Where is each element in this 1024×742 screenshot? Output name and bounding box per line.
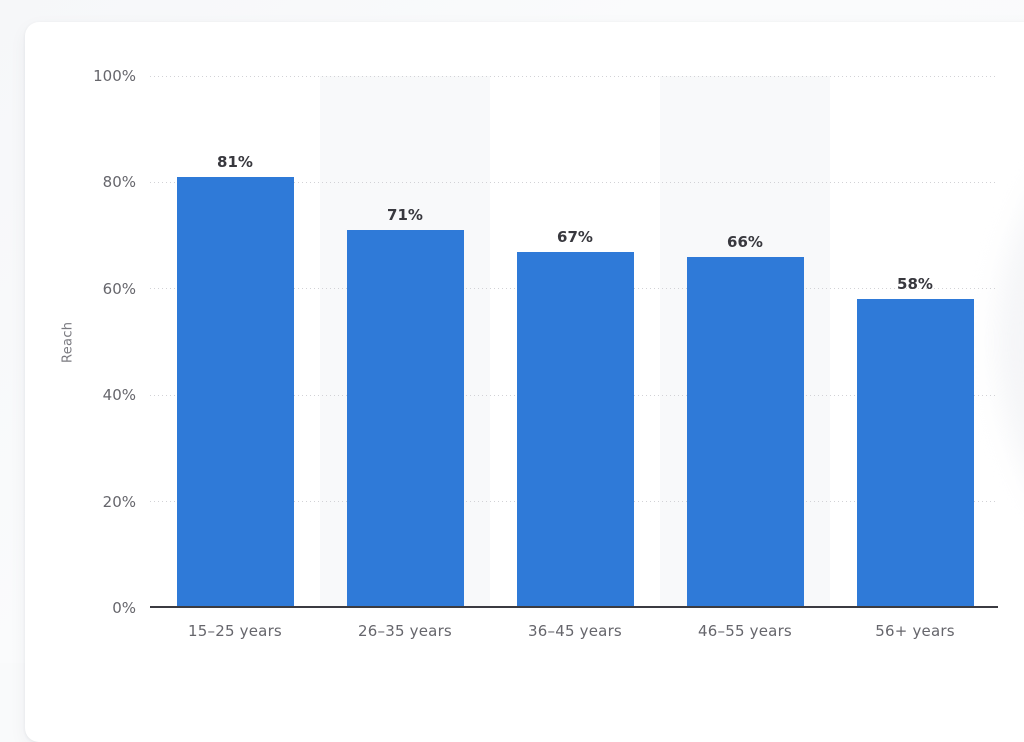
y-tick-label: 40% bbox=[102, 386, 136, 405]
y-tick-label: 0% bbox=[112, 599, 136, 617]
x-tick-label: 46–55 years bbox=[698, 622, 792, 640]
x-tick-label: 36–45 years bbox=[528, 622, 622, 640]
x-tick-label: 56+ years bbox=[875, 622, 955, 640]
y-tick-label: 20% bbox=[102, 492, 136, 511]
page: 0% 20% 40% 60% 80% 100% 81% 71% 67% 66% 58% 15–25… bbox=[0, 0, 1024, 663]
bar-chart: 0% 20% 40% 60% 80% 100% 81% 71% 67% 66% 58% 15–25… bbox=[60, 67, 998, 640]
bar-value-label: 71% bbox=[387, 206, 423, 225]
x-axis-line bbox=[150, 606, 998, 608]
grid-line bbox=[150, 75, 998, 77]
bar bbox=[686, 256, 804, 608]
bar-value-label: 81% bbox=[217, 153, 253, 172]
bar bbox=[176, 177, 294, 608]
x-tick-label: 26–35 years bbox=[358, 622, 452, 640]
bar-value-label: 58% bbox=[897, 275, 933, 294]
y-tick-label: 100% bbox=[93, 67, 136, 85]
bar-value-label: 67% bbox=[557, 227, 593, 246]
x-tick-label: 15–25 years bbox=[188, 622, 282, 640]
y-axis-title: Reach bbox=[60, 321, 76, 363]
bar bbox=[346, 230, 464, 608]
y-tick-label: 60% bbox=[102, 279, 136, 298]
y-tick-label: 80% bbox=[102, 173, 136, 192]
bar-value-label: 66% bbox=[727, 232, 763, 251]
bar bbox=[856, 299, 974, 608]
bar bbox=[516, 251, 634, 608]
grid-line bbox=[150, 181, 998, 183]
